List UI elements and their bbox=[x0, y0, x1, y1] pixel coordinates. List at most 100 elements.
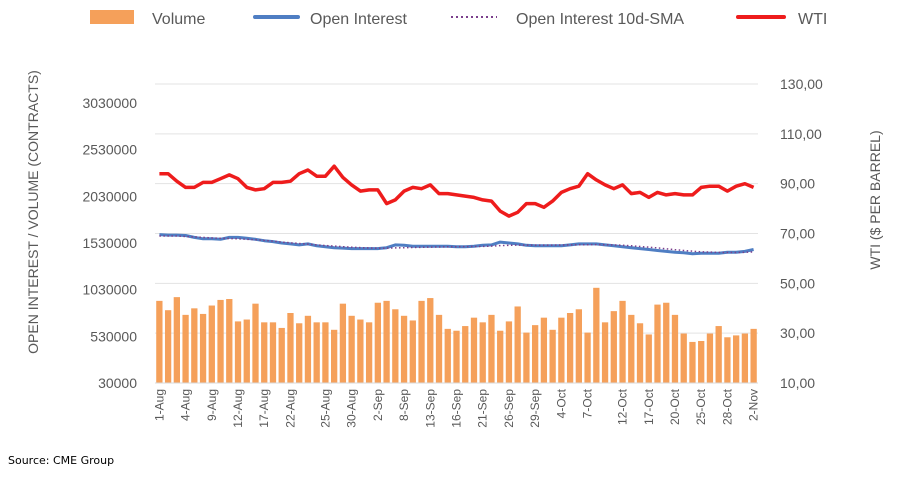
x-tick-label: 29-Sep bbox=[528, 389, 542, 428]
volume-bar bbox=[182, 314, 189, 383]
volume-bar bbox=[348, 315, 355, 383]
volume-bar bbox=[435, 314, 443, 383]
volume-bar bbox=[164, 310, 172, 383]
right-tick-label: 70,00 bbox=[780, 226, 815, 242]
legend-open-interest-label: Open Interest bbox=[310, 11, 408, 28]
volume-bar bbox=[750, 328, 757, 383]
volume-bar bbox=[444, 328, 451, 383]
volume-bar bbox=[400, 315, 408, 383]
x-tick-label: 2-Nov bbox=[747, 389, 761, 421]
legend-wti-label: WTI bbox=[798, 11, 827, 28]
volume-bar bbox=[628, 314, 635, 383]
volume-bar bbox=[234, 321, 242, 383]
volume-bar bbox=[226, 299, 233, 383]
volume-bar bbox=[549, 329, 556, 383]
right-axis-ticks: 130,00 110,00 90,00 70,00 50,00 30,00 10,00 bbox=[780, 76, 823, 391]
volume-bar bbox=[706, 333, 714, 383]
volume-bar bbox=[689, 341, 696, 383]
x-tick-label: 25-Oct bbox=[694, 388, 708, 425]
x-tick-label: 28-Oct bbox=[720, 388, 734, 425]
x-tick-label: 17-Oct bbox=[642, 388, 656, 425]
volume-bar bbox=[453, 330, 460, 383]
open-interest-line bbox=[159, 233, 754, 256]
right-tick-label: 130,00 bbox=[780, 76, 823, 92]
volume-bar bbox=[645, 334, 652, 383]
volume-bar bbox=[505, 321, 513, 383]
volume-bar bbox=[243, 319, 250, 383]
volume-bar bbox=[619, 300, 626, 383]
volume-bar bbox=[663, 302, 670, 383]
volume-bar bbox=[715, 326, 722, 383]
volume-bar bbox=[261, 322, 268, 383]
volume-bar bbox=[698, 341, 705, 383]
wti-line bbox=[159, 164, 755, 218]
volume-bar bbox=[566, 313, 574, 383]
left-tick-label: 2530000 bbox=[82, 142, 137, 158]
x-tick-label: 25-Aug bbox=[318, 389, 332, 428]
volume-bar bbox=[479, 322, 486, 383]
volume-bar bbox=[593, 287, 600, 383]
volume-bar bbox=[680, 333, 687, 383]
volume-bar bbox=[269, 322, 277, 383]
volume-bars bbox=[156, 287, 757, 383]
volume-bar bbox=[724, 337, 731, 383]
volume-bar bbox=[523, 332, 530, 383]
volume-bar bbox=[462, 326, 469, 383]
legend-volume-swatch bbox=[90, 10, 134, 24]
volume-bar bbox=[374, 302, 381, 383]
volume-bar bbox=[278, 327, 285, 383]
left-tick-label: 2030000 bbox=[82, 188, 137, 204]
volume-bar bbox=[514, 306, 521, 383]
left-tick-label: 3030000 bbox=[82, 95, 137, 111]
right-tick-label: 110,00 bbox=[780, 126, 822, 142]
right-tick-label: 10,00 bbox=[780, 375, 815, 391]
volume-bar bbox=[733, 335, 740, 383]
legend-volume-label: Volume bbox=[152, 11, 205, 28]
x-tick-label: 1-Aug bbox=[152, 389, 166, 421]
volume-bar bbox=[558, 317, 565, 383]
volume-bar bbox=[427, 298, 434, 383]
volume-bar bbox=[671, 314, 679, 383]
y-axis-label-left: OPEN INTEREST / VOLUME (CONTRACTS) bbox=[25, 70, 41, 354]
x-tick-label: 16-Sep bbox=[450, 389, 464, 428]
x-tick-label: 26-Sep bbox=[502, 389, 516, 428]
volume-bar bbox=[575, 309, 582, 383]
volume-bar bbox=[741, 333, 749, 383]
x-tick-label: 20-Oct bbox=[668, 388, 682, 425]
volume-bar bbox=[217, 299, 224, 383]
x-tick-label: 7-Oct bbox=[581, 388, 595, 418]
volume-bar bbox=[173, 297, 180, 383]
legend-sma-label: Open Interest 10d-SMA bbox=[516, 11, 684, 28]
right-tick-label: 30,00 bbox=[780, 325, 815, 341]
volume-bar bbox=[497, 330, 504, 383]
x-tick-label: 12-Oct bbox=[616, 388, 630, 425]
left-tick-label: 1030000 bbox=[82, 282, 137, 298]
volume-bar bbox=[313, 322, 320, 383]
x-tick-label: 30-Aug bbox=[345, 389, 359, 428]
volume-bar bbox=[191, 308, 198, 383]
x-tick-label: 9-Aug bbox=[205, 389, 219, 421]
volume-bar bbox=[365, 322, 373, 383]
left-tick-label: 1530000 bbox=[82, 235, 137, 251]
x-tick-label: 13-Sep bbox=[423, 389, 437, 428]
x-axis-ticks: 1-Aug 4-Aug 9-Aug 12-Aug 17-Aug 22-Aug 25-Aug 3… bbox=[152, 388, 760, 427]
volume-bar bbox=[296, 323, 303, 383]
volume-bar bbox=[199, 313, 207, 383]
volume-bar bbox=[540, 317, 548, 383]
volume-bar bbox=[601, 322, 609, 383]
gridlines bbox=[155, 83, 758, 334]
source-note: Source: CME Group bbox=[8, 454, 115, 467]
volume-bar bbox=[610, 311, 617, 383]
volume-bar bbox=[287, 313, 294, 383]
volume-bar bbox=[470, 317, 478, 383]
x-tick-label: 2-Sep bbox=[371, 389, 385, 421]
volume-bar bbox=[584, 332, 591, 383]
volume-bar bbox=[532, 325, 539, 383]
volume-bar bbox=[252, 303, 259, 383]
x-tick-label: 12-Aug bbox=[231, 389, 245, 428]
volume-bar bbox=[654, 304, 661, 383]
volume-bar bbox=[409, 320, 416, 383]
legend: Volume Open Interest Open Interest 10d-S… bbox=[90, 10, 827, 28]
volume-bar bbox=[339, 303, 347, 383]
